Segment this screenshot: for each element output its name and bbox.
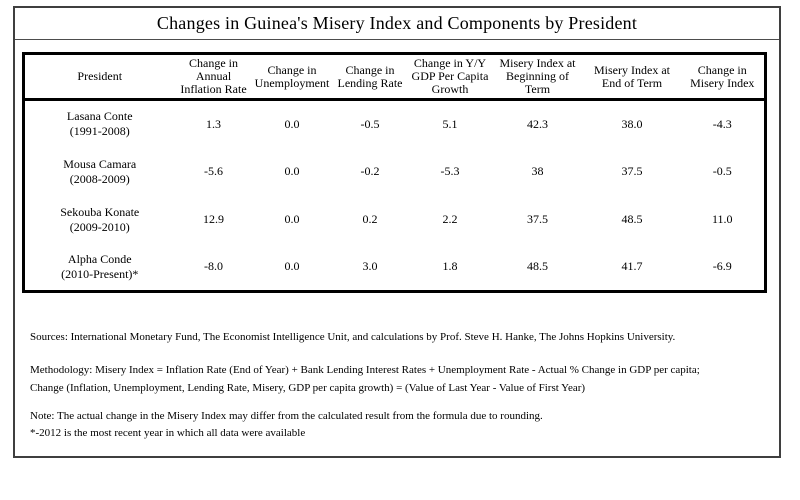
value-cell: -0.5 [712, 164, 732, 178]
header-row: President Change in Annual Inflation Rat… [23, 53, 766, 101]
page-frame: Changes in Guinea's Misery Index and Com… [13, 6, 781, 458]
value-cell: 1.3 [206, 116, 221, 131]
president-cell: Lasana Conte (1991-2008) [24, 100, 175, 148]
value-cell: 11.0 [711, 212, 733, 226]
table-row: Alpha Conde (2010-Present)* -8.0 0.0 3.0… [24, 244, 766, 292]
sources-note: Sources: International Monetary Fund, Th… [30, 331, 676, 343]
president-term: (1991-2008) [69, 124, 130, 139]
value-cell: 1.8 [442, 259, 458, 274]
value-cell: -5.6 [204, 164, 223, 178]
president-term: (2010-Present)* [61, 266, 139, 281]
president-cell: Mousa Camara (2008-2009) [24, 148, 175, 196]
column-header-inflation: Change in Annual Inflation Rate [174, 53, 253, 101]
president-cell: Sekouba Konate (2009-2010) [24, 196, 175, 244]
value-cell: -0.5 [360, 116, 380, 131]
president-name: Lasana Conte [66, 109, 133, 124]
president-name: Sekouba Konate [60, 204, 140, 219]
table-row: Mousa Camara (2008-2009) -5.6 0.0 -0.2 -… [24, 148, 766, 196]
value-cell: 0.0 [284, 212, 300, 226]
column-header-lending-rate: Change in Lending Rate [331, 53, 409, 101]
value-cell: -8.0 [204, 259, 223, 274]
president-name: Mousa Camara [63, 156, 137, 171]
column-header-misery-begin: Misery Index at Beginning of Term [491, 53, 584, 101]
president-term: (2008-2009) [69, 171, 130, 186]
value-cell: 48.5 [621, 212, 643, 226]
value-cell: 37.5 [621, 164, 643, 178]
value-cell: -0.2 [360, 164, 380, 178]
value-cell: -4.3 [712, 116, 732, 131]
value-cell: 0.0 [284, 259, 300, 274]
value-cell: 38.0 [621, 116, 643, 131]
value-cell: 0.0 [284, 164, 300, 178]
column-header-misery-end: Misery Index at End of Term [583, 53, 681, 101]
value-cell: 0.2 [362, 212, 378, 226]
value-cell: 41.7 [621, 259, 643, 274]
table-row: Lasana Conte (1991-2008) 1.3 0.0 -0.5 5.… [24, 100, 766, 148]
president-cell: Alpha Conde (2010-Present)* [24, 244, 175, 292]
page-title: Changes in Guinea's Misery Index and Com… [156, 13, 638, 33]
methodology-note-line2: Change (Inflation, Unemployment, Lending… [30, 382, 586, 394]
value-cell: 5.1 [442, 116, 458, 131]
president-term: (2009-2010) [69, 219, 130, 234]
value-cell: -5.3 [440, 164, 460, 178]
president-name: Alpha Conde [67, 251, 132, 266]
value-cell: 48.5 [527, 259, 548, 274]
misery-index-table: President Change in Annual Inflation Rat… [22, 52, 767, 293]
value-cell: 12.9 [203, 212, 224, 226]
column-header-president: President [23, 53, 175, 101]
value-cell: 3.0 [362, 259, 378, 274]
column-header-unemployment: Change in Unemployment [252, 53, 332, 101]
value-cell: 38 [531, 164, 544, 178]
column-header-misery-change: Change in Misery Index [680, 53, 766, 101]
title-bar: Changes in Guinea's Misery Index and Com… [15, 8, 779, 40]
value-cell: 2.2 [442, 212, 458, 226]
value-cell: -6.9 [712, 259, 732, 274]
column-header-gdp-growth: Change in Y/Y GDP Per Capita Growth [408, 53, 492, 101]
rounding-note: Note: The actual change in the Misery In… [30, 410, 543, 422]
value-cell: 42.3 [527, 116, 548, 131]
methodology-note-line1: Methodology: Misery Index = Inflation Ra… [30, 364, 700, 376]
value-cell: 0.0 [284, 116, 300, 131]
table-row: Sekouba Konate (2009-2010) 12.9 0.0 0.2 … [24, 196, 766, 244]
value-cell: 37.5 [527, 212, 548, 226]
asterisk-note: *-2012 is the most recent year in which … [30, 427, 306, 439]
